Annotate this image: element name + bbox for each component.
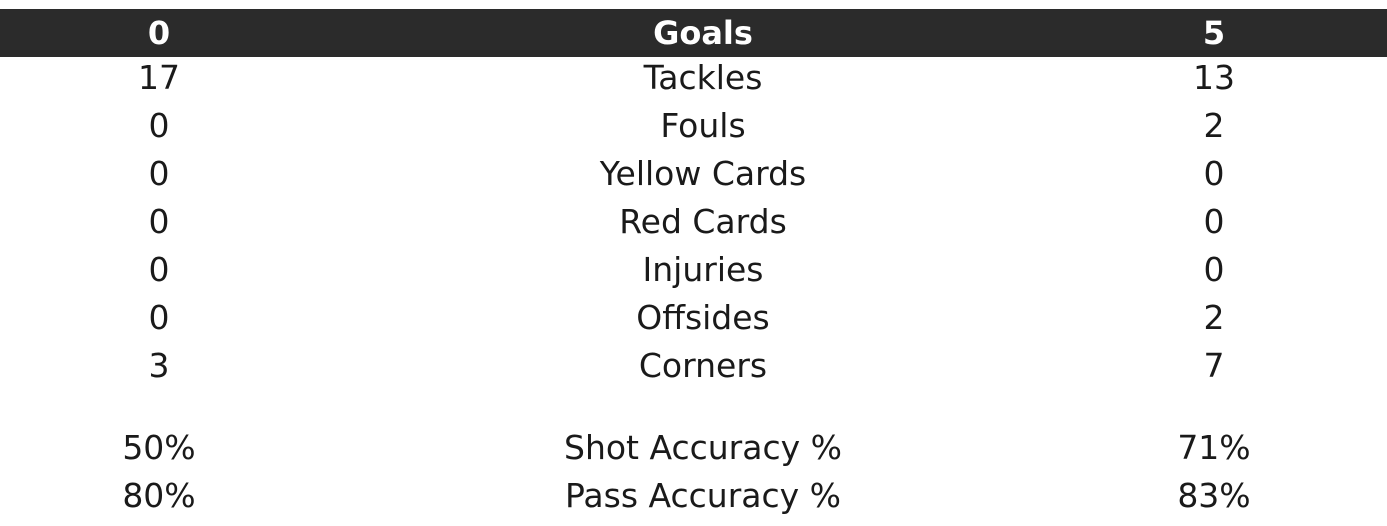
away-value: 83% (1177, 476, 1251, 515)
goals-header-row: 0 Goals 5 (0, 9, 1387, 57)
stat-row-fouls: 0 Fouls 2 (0, 102, 1387, 150)
away-goals: 5 (1202, 14, 1226, 52)
stat-label: Pass Accuracy % (564, 476, 842, 515)
stat-label: Fouls (660, 106, 746, 145)
away-value: 2 (1203, 298, 1225, 337)
away-value: 71% (1177, 428, 1251, 467)
stat-label: Shot Accuracy % (564, 428, 842, 467)
home-value: 17 (138, 58, 180, 97)
home-value: 0 (148, 154, 170, 193)
stat-row-injuries: 0 Injuries 0 (0, 246, 1387, 294)
stat-label: Injuries (642, 250, 764, 289)
away-value: 0 (1203, 250, 1225, 289)
away-value: 0 (1203, 202, 1225, 241)
home-value: 0 (148, 202, 170, 241)
stat-label: Red Cards (619, 202, 787, 241)
away-value: 0 (1203, 154, 1225, 193)
stat-row-red-cards: 0 Red Cards 0 (0, 198, 1387, 246)
home-value: 80% (122, 476, 196, 515)
stat-row-pass-accuracy: 80% Pass Accuracy % 83% (0, 472, 1387, 520)
home-value: 0 (148, 298, 170, 337)
stat-label: Offsides (636, 298, 770, 337)
away-value: 2 (1203, 106, 1225, 145)
home-value: 50% (122, 428, 196, 467)
away-value: 13 (1193, 58, 1235, 97)
stat-row-yellow-cards: 0 Yellow Cards 0 (0, 150, 1387, 198)
stat-row-corners: 3 Corners 7 (0, 342, 1387, 390)
home-value: 3 (148, 346, 170, 385)
stat-row-shot-accuracy: 50% Shot Accuracy % 71% (0, 424, 1387, 472)
stat-row-offsides: 0 Offsides 2 (0, 294, 1387, 342)
home-value: 0 (148, 106, 170, 145)
home-value: 0 (148, 250, 170, 289)
home-goals: 0 (147, 14, 171, 52)
away-value: 7 (1203, 346, 1225, 385)
stat-label: Yellow Cards (599, 154, 807, 193)
stat-label: Tackles (643, 58, 763, 97)
goals-label: Goals (653, 14, 753, 52)
stat-row-tackles: 17 Tackles 13 (0, 54, 1387, 102)
stat-label: Corners (638, 346, 768, 385)
